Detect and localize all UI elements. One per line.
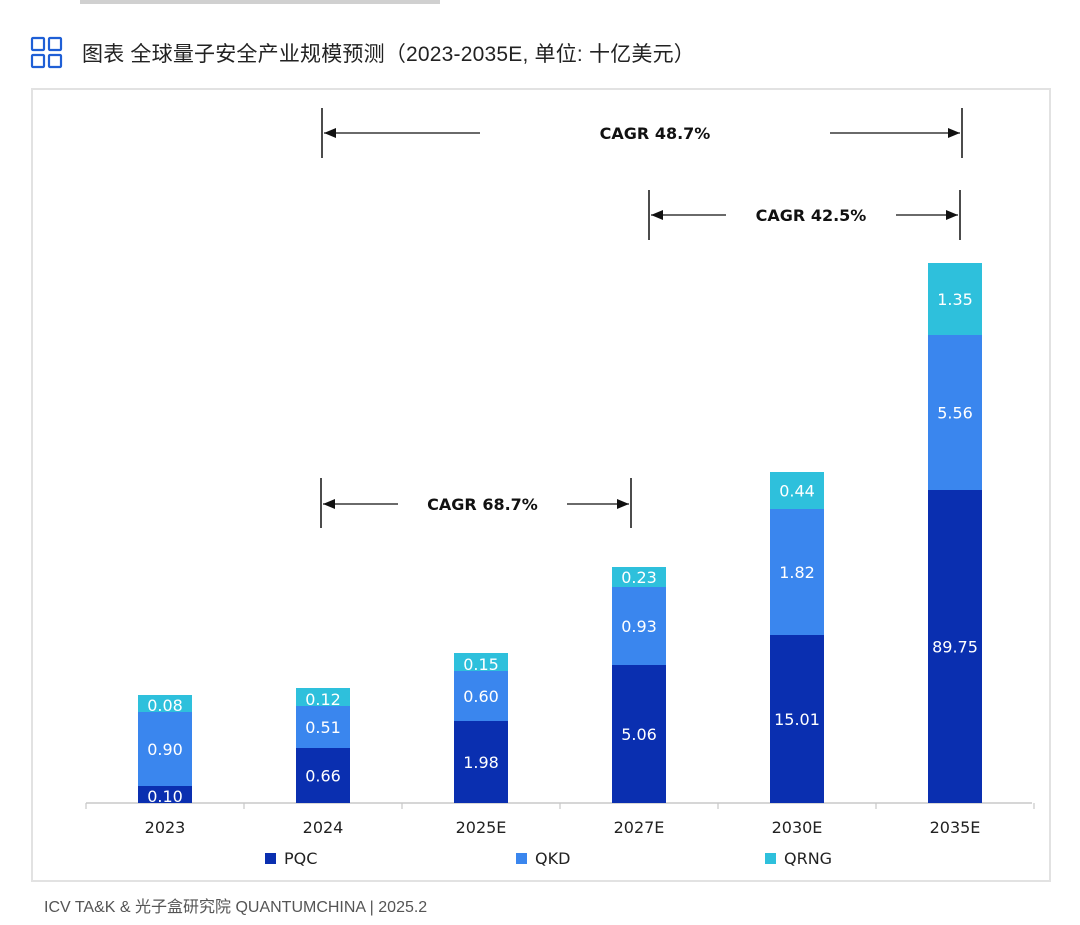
bar-qkd-2023 <box>138 712 192 786</box>
bar-pqc-2035e <box>928 490 982 803</box>
data-label-pqc-2023: 0.10 <box>147 787 183 806</box>
cagr-label-487: CAGR 48.7% <box>600 124 711 143</box>
data-label-pqc-2025e: 1.98 <box>463 753 499 772</box>
x-tick-label: 2035E <box>930 818 981 837</box>
source-note: ICV TA&K & 光子盒研究院 QUANTUMCHINA | 2025.2 <box>44 899 428 916</box>
bar-qrng-2024 <box>296 688 350 706</box>
cagr-label-425: CAGR 42.5% <box>756 206 867 225</box>
bar-pqc-2024 <box>296 748 350 803</box>
bar-qrng-2025e <box>454 653 508 671</box>
data-label-qkd-2035e: 5.56 <box>937 404 973 423</box>
x-tick-label: 2030E <box>772 818 823 837</box>
data-label-qkd-2025e: 0.60 <box>463 687 499 706</box>
data-label-pqc-2024: 0.66 <box>305 767 341 786</box>
x-tick-label: 2024 <box>303 818 344 837</box>
bar-qkd-2035e <box>928 335 982 490</box>
data-label-pqc-2027e: 5.06 <box>621 725 657 744</box>
bar-qrng-2035e <box>928 263 982 335</box>
data-label-qrng-2030e: 0.44 <box>779 482 815 501</box>
data-label-pqc-2030e: 15.01 <box>774 710 820 729</box>
data-label-qrng-2027e: 0.23 <box>621 568 657 587</box>
data-label-qrng-2035e: 1.35 <box>937 290 973 309</box>
legend-label-qkd: QKD <box>535 849 570 868</box>
cagr-label-687: CAGR 68.7% <box>427 495 538 514</box>
bar-qkd-2025e <box>454 671 508 721</box>
bar-pqc-2023 <box>138 786 192 803</box>
chart-frame <box>31 88 1051 882</box>
data-label-qkd-2024: 0.51 <box>305 718 341 737</box>
bar-qkd-2027e <box>612 587 666 665</box>
data-label-qkd-2023: 0.90 <box>147 740 183 759</box>
x-tick-label: 2027E <box>614 818 665 837</box>
chart-header: 图表 全球量子安全产业规模预测（2023-2035E, 单位: 十亿美元） <box>30 36 695 70</box>
legend-label-pqc: PQC <box>284 849 317 868</box>
cagr-arrowhead-left-425 <box>651 210 663 220</box>
grid-squares-icon <box>30 36 63 69</box>
bar-pqc-2027e <box>612 665 666 803</box>
bar-qkd-2024 <box>296 706 350 748</box>
data-label-qrng-2024: 0.12 <box>305 690 341 709</box>
x-tick-label: 2025E <box>456 818 507 837</box>
cagr-arrowhead-left-487 <box>324 128 336 138</box>
cagr-arrowhead-right-425 <box>946 210 958 220</box>
data-label-qrng-2023: 0.08 <box>147 696 183 715</box>
bar-qkd-2030e <box>770 509 824 635</box>
x-tick-label: 2023 <box>145 818 186 837</box>
bar-qrng-2027e <box>612 567 666 587</box>
chart-title: 图表 全球量子安全产业规模预测（2023-2035E, 单位: 十亿美元） <box>82 43 696 66</box>
bar-pqc-2025e <box>454 721 508 803</box>
cropped-top-text <box>80 0 440 4</box>
cagr-arrowhead-left-687 <box>323 499 335 509</box>
legend-swatch-qkd <box>516 853 527 864</box>
data-label-qrng-2025e: 0.15 <box>463 655 499 674</box>
legend-swatch-qrng <box>765 853 776 864</box>
cagr-arrowhead-right-487 <box>948 128 960 138</box>
bar-qrng-2023 <box>138 695 192 712</box>
data-label-qkd-2027e: 0.93 <box>621 617 657 636</box>
data-label-pqc-2035e: 89.75 <box>932 638 978 657</box>
legend-label-qrng: QRNG <box>784 849 832 868</box>
cagr-arrowhead-right-687 <box>617 499 629 509</box>
legend-swatch-pqc <box>265 853 276 864</box>
bar-qrng-2030e <box>770 472 824 509</box>
data-label-qkd-2030e: 1.82 <box>779 563 815 582</box>
bar-pqc-2030e <box>770 635 824 803</box>
